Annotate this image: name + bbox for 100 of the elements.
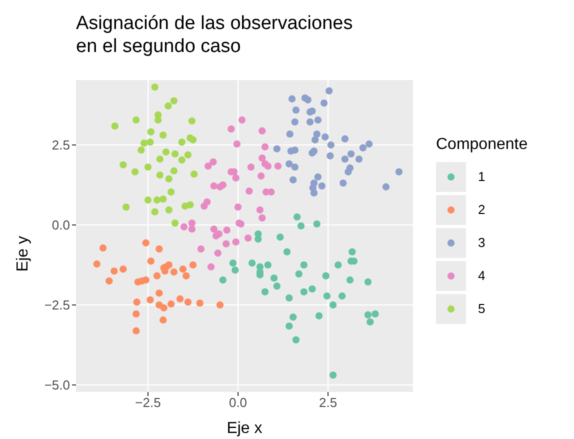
point (308, 285, 316, 293)
point (210, 158, 217, 166)
point (160, 304, 168, 312)
point (308, 107, 316, 115)
point (146, 296, 154, 304)
point (196, 299, 204, 307)
point (132, 310, 140, 318)
point (238, 116, 246, 124)
point (170, 167, 178, 174)
point (232, 174, 240, 182)
point (142, 276, 150, 284)
point (219, 276, 226, 284)
point (274, 162, 282, 170)
point (334, 261, 342, 269)
point (222, 240, 230, 248)
point (197, 245, 205, 253)
point (170, 268, 178, 276)
point (190, 170, 198, 178)
point (188, 219, 196, 227)
point (286, 160, 293, 168)
point (165, 206, 172, 214)
y-tick-label: −5.0 (44, 378, 70, 393)
point (395, 168, 403, 176)
point (188, 226, 196, 233)
chart-title: Asignación de las observaciones en el segundo caso (76, 12, 353, 58)
point (182, 272, 190, 280)
point (311, 136, 319, 144)
point (160, 131, 167, 139)
point (258, 214, 266, 222)
point (246, 187, 253, 195)
point (122, 203, 130, 211)
point (261, 143, 269, 150)
x-tick-label: 0.0 (228, 395, 248, 410)
point (214, 250, 222, 257)
point (310, 189, 318, 197)
y-tick-label: 0.0 (52, 218, 70, 233)
point (162, 148, 170, 156)
point (144, 196, 152, 204)
point (290, 314, 297, 321)
point (315, 312, 323, 320)
point (120, 266, 127, 273)
y-tick-label: −2.5 (44, 298, 70, 313)
point (295, 270, 302, 278)
x-tick-label: 2.5 (318, 395, 338, 410)
point (99, 244, 107, 252)
point (111, 122, 118, 130)
point (364, 278, 372, 286)
point (268, 188, 275, 196)
point (144, 163, 152, 171)
point (313, 220, 320, 228)
point (273, 145, 281, 152)
point (233, 140, 241, 148)
point (247, 163, 255, 171)
point (273, 282, 281, 290)
legend-label: 5 (478, 301, 486, 316)
point (176, 295, 184, 302)
point (326, 87, 333, 94)
point (283, 248, 291, 256)
point (156, 171, 164, 179)
point (133, 298, 140, 306)
point (179, 266, 187, 273)
point (184, 151, 192, 158)
point (160, 316, 167, 324)
point (341, 155, 349, 163)
point (178, 156, 186, 164)
point (304, 96, 312, 104)
point (156, 155, 164, 163)
point (210, 182, 218, 190)
point (344, 168, 352, 176)
point (329, 371, 337, 379)
point (156, 290, 163, 297)
point (160, 195, 167, 203)
point (291, 118, 299, 126)
point (346, 276, 354, 284)
point (153, 196, 161, 204)
point (286, 294, 293, 302)
point (382, 183, 390, 190)
point (171, 219, 179, 227)
point (165, 261, 172, 269)
point (286, 130, 294, 138)
point (142, 239, 150, 246)
point (348, 248, 356, 256)
legend-label: 4 (478, 268, 486, 283)
point (189, 261, 197, 269)
point (147, 128, 154, 136)
legend-label: 2 (478, 202, 486, 217)
point (140, 139, 148, 147)
point (359, 144, 367, 152)
point (318, 182, 326, 190)
point (364, 311, 372, 318)
point (151, 208, 158, 216)
point (258, 154, 266, 162)
point (329, 301, 337, 309)
point (147, 258, 154, 265)
point (314, 173, 322, 181)
point (291, 146, 299, 154)
point (323, 292, 331, 300)
point (207, 263, 215, 270)
legend-label: 1 (478, 169, 486, 184)
point (264, 261, 272, 269)
